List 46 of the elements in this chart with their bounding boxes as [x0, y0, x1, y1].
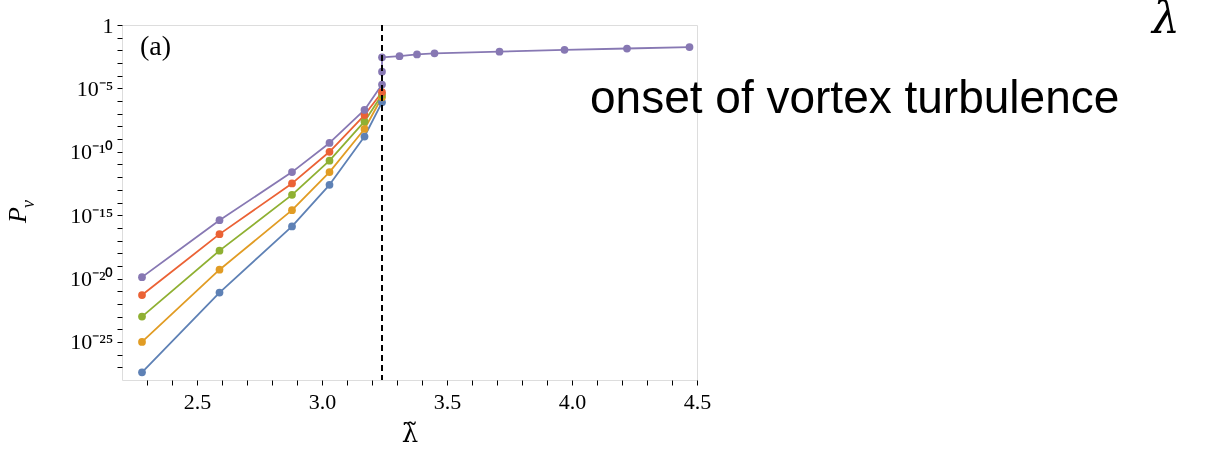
point [325, 139, 334, 147]
point [413, 50, 421, 59]
y-tick-label: 10⁻²⁵ [70, 329, 114, 355]
point [138, 273, 146, 281]
point [288, 191, 296, 199]
point [215, 216, 224, 225]
point [325, 156, 334, 165]
point [288, 179, 296, 188]
y-tick-label: 1 [102, 12, 114, 38]
point [360, 132, 369, 141]
y-tick-label: 10⁻¹⁰ [69, 139, 114, 165]
point [325, 168, 334, 176]
point [560, 45, 569, 54]
point [138, 291, 146, 299]
point [288, 222, 296, 231]
point [360, 106, 369, 114]
x-tick-label: 4.5 [683, 388, 712, 414]
point [430, 49, 439, 58]
point [138, 338, 146, 346]
point [495, 47, 504, 56]
point [360, 125, 369, 133]
point [215, 230, 224, 238]
point [215, 246, 224, 255]
x-tick-label: 3.5 [433, 388, 462, 414]
point [215, 288, 224, 297]
x-axis-title: λ̃ [401, 417, 419, 448]
point [138, 368, 146, 377]
point [623, 44, 631, 53]
text: λ [1150, 0, 1180, 43]
y-tick-label: 10⁻⁵ [76, 75, 114, 101]
point [288, 168, 296, 176]
point [685, 43, 694, 51]
point [215, 265, 224, 274]
y-tick-label: 10⁻¹⁵ [70, 202, 114, 228]
y-tick-label: 10⁻²⁰ [69, 266, 114, 292]
point [325, 147, 334, 156]
x-tick-label: 4.0 [558, 388, 587, 414]
y-axis-title: Pν [3, 200, 38, 224]
x-tick-label: 3.0 [308, 388, 337, 414]
annotation: (a) [140, 30, 172, 61]
point [395, 52, 404, 60]
annotation: onset of vortex turbulence [590, 71, 1120, 123]
point [288, 206, 296, 214]
point [325, 180, 334, 189]
point [138, 312, 146, 321]
x-tick-label: 2.5 [183, 388, 212, 414]
